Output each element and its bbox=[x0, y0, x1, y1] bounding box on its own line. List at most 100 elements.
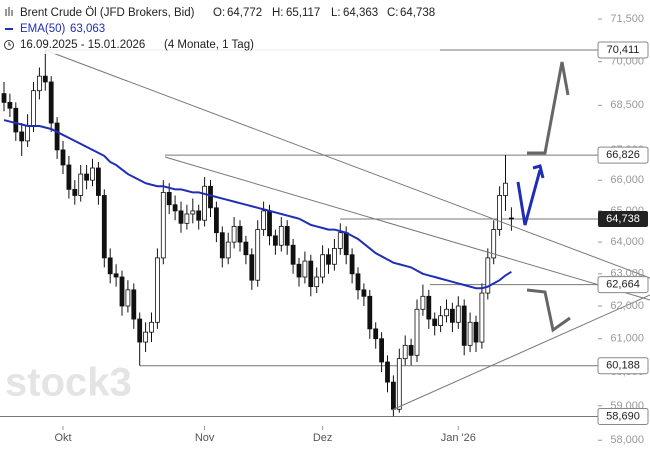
candle-body bbox=[225, 241, 231, 259]
ohlc-label: O: bbox=[213, 7, 225, 19]
candle-body bbox=[355, 273, 361, 291]
candle-body bbox=[402, 344, 408, 360]
trend-line bbox=[391, 294, 650, 411]
candle-body bbox=[7, 101, 13, 109]
candle-body bbox=[37, 75, 42, 92]
x-tick-label: Okt bbox=[54, 432, 71, 444]
candle-body bbox=[432, 318, 438, 326]
watermark: stock3 bbox=[5, 361, 132, 405]
candle-body bbox=[113, 273, 119, 278]
candle-body bbox=[202, 185, 208, 221]
clock-icon bbox=[4, 40, 14, 50]
candle-body bbox=[125, 289, 131, 307]
candle-body bbox=[172, 204, 178, 212]
candle-body bbox=[231, 226, 237, 243]
candle-body bbox=[66, 164, 72, 190]
candle-body bbox=[143, 331, 149, 343]
y-tick-label: 61,000 bbox=[610, 333, 644, 345]
ohlc-label: L: bbox=[331, 7, 341, 19]
instrument-title: Brent Crude Öl (JFD Brokers, Bid) bbox=[20, 7, 195, 19]
candle-body bbox=[84, 173, 89, 181]
y-tick-label: 71,500 bbox=[610, 13, 644, 25]
candle-body bbox=[290, 244, 296, 265]
candle-body bbox=[438, 315, 444, 326]
candle-body bbox=[249, 254, 255, 281]
candle-body bbox=[60, 149, 66, 166]
candle-body bbox=[508, 217, 514, 220]
candle-body bbox=[208, 185, 213, 209]
candle-body bbox=[31, 90, 36, 127]
level-label-box bbox=[597, 407, 649, 425]
y-tick-label: 70,000 bbox=[610, 56, 644, 68]
candle-body bbox=[326, 254, 331, 265]
candle-body bbox=[467, 321, 473, 346]
ema-line bbox=[3, 119, 512, 290]
level-label: 58,690 bbox=[606, 410, 640, 422]
level-label: 66,826 bbox=[606, 149, 640, 161]
candle-body bbox=[408, 344, 414, 356]
candle-body bbox=[1, 93, 7, 103]
candle-body bbox=[284, 226, 290, 246]
level-label-box bbox=[597, 146, 649, 164]
y-axis: 71,50070,00068,50067,00066,00065,00064,0… bbox=[597, 13, 649, 446]
trend-line bbox=[44, 49, 650, 279]
candle-body bbox=[213, 207, 219, 234]
candle-body bbox=[491, 229, 497, 259]
candle-body bbox=[243, 241, 249, 256]
current-price-box bbox=[598, 211, 648, 228]
level-label: 70,411 bbox=[607, 44, 640, 56]
ohlc-label: H: bbox=[272, 7, 284, 19]
candle-body bbox=[107, 257, 113, 275]
candle-body bbox=[296, 263, 302, 278]
legend-header: Brent Crude Öl (JFD Brokers, Bid) O: 64,… bbox=[0, 0, 440, 54]
candle-body bbox=[184, 213, 190, 224]
candle-body bbox=[131, 289, 137, 320]
candle-body bbox=[485, 257, 491, 294]
header-bg bbox=[0, 0, 440, 54]
level-label: 60,188 bbox=[606, 360, 640, 372]
x-tick-label: Jan '26 bbox=[441, 432, 476, 444]
arrow-up-scenario bbox=[527, 61, 570, 155]
y-tick-label: 68,500 bbox=[610, 99, 644, 111]
candle-body bbox=[361, 289, 367, 297]
candle-body bbox=[72, 188, 78, 196]
candle-body bbox=[119, 276, 125, 307]
level-label-box bbox=[597, 276, 649, 294]
candle-body bbox=[320, 254, 326, 278]
candle-body bbox=[196, 210, 202, 221]
candle-body bbox=[349, 254, 355, 275]
candle-body bbox=[414, 308, 420, 356]
date-range-note: (4 Monate, 1 Tag) bbox=[164, 39, 254, 51]
candle-body bbox=[101, 195, 107, 259]
ohlc-value: 64,772 bbox=[227, 7, 262, 19]
arrow-down-scenario bbox=[526, 288, 571, 333]
candle-body bbox=[19, 131, 25, 142]
candle-body bbox=[390, 381, 396, 410]
candle-body bbox=[373, 328, 379, 340]
arrow-blue-head bbox=[532, 164, 545, 179]
trend-line bbox=[164, 156, 650, 301]
ema-legend-value: 63,063 bbox=[70, 23, 105, 35]
candle-body bbox=[461, 305, 467, 346]
candle-body bbox=[314, 276, 320, 288]
arrow-blue bbox=[516, 169, 542, 226]
candle-body bbox=[449, 308, 455, 323]
y-tick-label: 64,000 bbox=[610, 236, 644, 248]
x-tick-label: Dez bbox=[313, 432, 333, 444]
candle-body bbox=[420, 295, 426, 310]
candle-body bbox=[479, 292, 485, 343]
candle-body bbox=[78, 173, 84, 196]
candle-body bbox=[261, 210, 267, 230]
ema-legend-name: EMA(50) bbox=[20, 23, 66, 35]
candle-body bbox=[237, 226, 243, 243]
level-label-box bbox=[597, 41, 649, 59]
trend-lines bbox=[44, 49, 650, 411]
candle-body bbox=[13, 107, 19, 133]
current-price-label: 64,738 bbox=[606, 213, 640, 225]
candle-body bbox=[166, 192, 172, 206]
candle-body bbox=[178, 210, 184, 224]
ohlc-label: C: bbox=[387, 7, 399, 19]
date-range: 16.09.2025 - 15.01.2026 bbox=[20, 39, 145, 51]
candle-body bbox=[367, 295, 373, 330]
candle-body bbox=[255, 229, 261, 281]
